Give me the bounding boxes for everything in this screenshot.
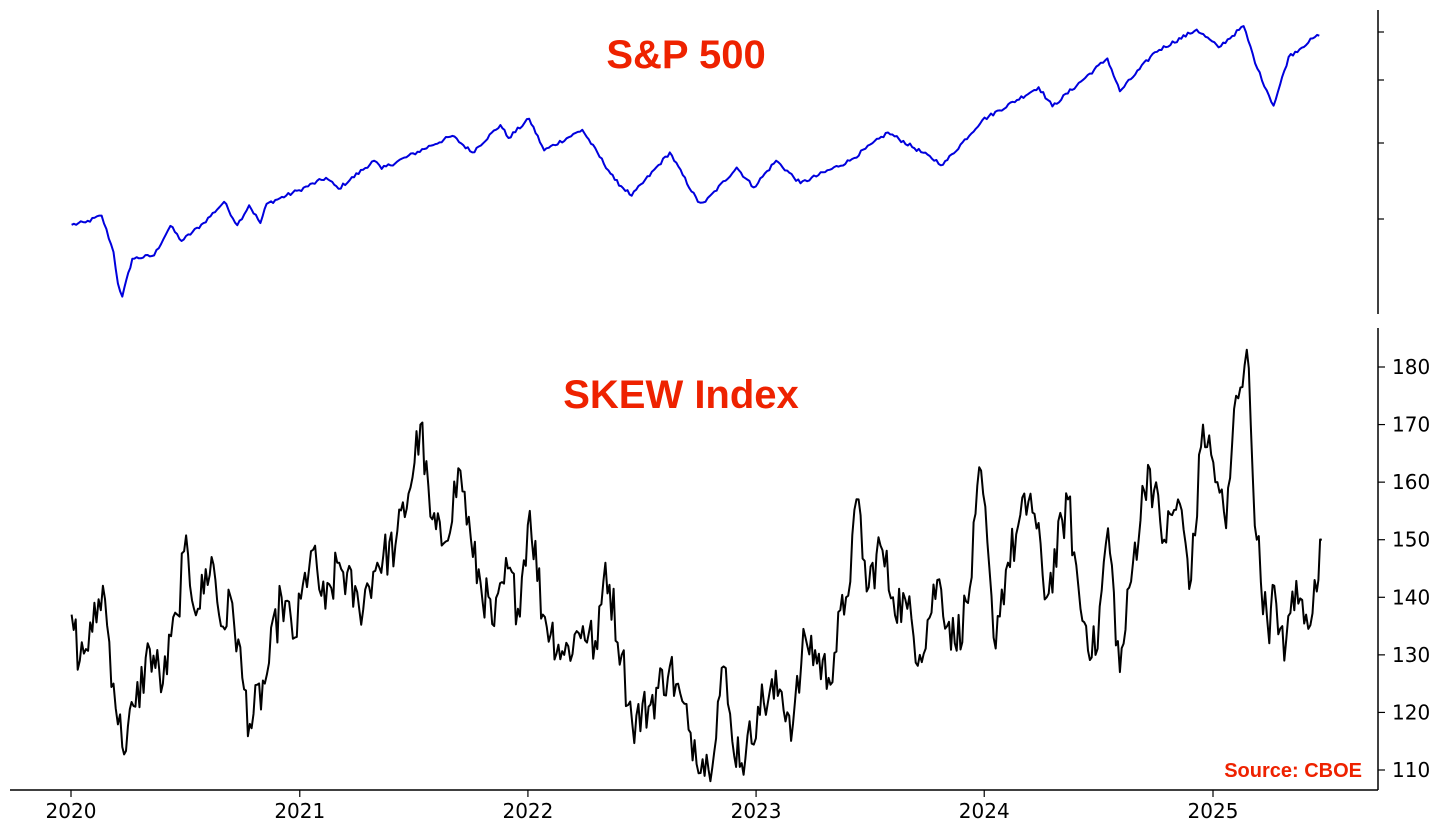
source-annotation: Source: CBOE — [1224, 760, 1362, 782]
skew-ytick-label: 130 — [1392, 643, 1430, 667]
skew-y-ticks: 110 120 130 140 150 160 170 180 — [1378, 355, 1430, 782]
spx-title: S&P 500 — [606, 33, 765, 77]
skew-ytick-label: 170 — [1392, 413, 1430, 437]
xtick-label: 2025 — [1188, 799, 1239, 823]
skew-ytick-label: 140 — [1392, 585, 1430, 609]
skew-ytick-label: 110 — [1392, 758, 1430, 782]
skew-title: SKEW Index — [563, 373, 799, 417]
xtick-label: 2023 — [731, 799, 782, 823]
spx-tick-marks — [1378, 31, 1384, 220]
xtick-label: 2022 — [502, 799, 553, 823]
spx-series-line — [71, 25, 1320, 298]
skew-ytick-label: 180 — [1392, 355, 1430, 379]
spx-panel: S&P 500 — [71, 10, 1384, 314]
skew-panel: SKEW Index 110 120 130 140 150 160 170 180 2020… — [10, 328, 1430, 823]
skew-series-line — [70, 348, 1322, 783]
xtick-label: 2024 — [959, 799, 1010, 823]
xtick-label: 2021 — [274, 799, 325, 823]
x-ticks: 2020 2021 2022 2023 2024 2025 — [46, 790, 1239, 823]
skew-ytick-label: 150 — [1392, 528, 1430, 552]
xtick-label: 2020 — [46, 799, 97, 823]
skew-ytick-label: 120 — [1392, 700, 1430, 724]
skew-ytick-label: 160 — [1392, 470, 1430, 494]
